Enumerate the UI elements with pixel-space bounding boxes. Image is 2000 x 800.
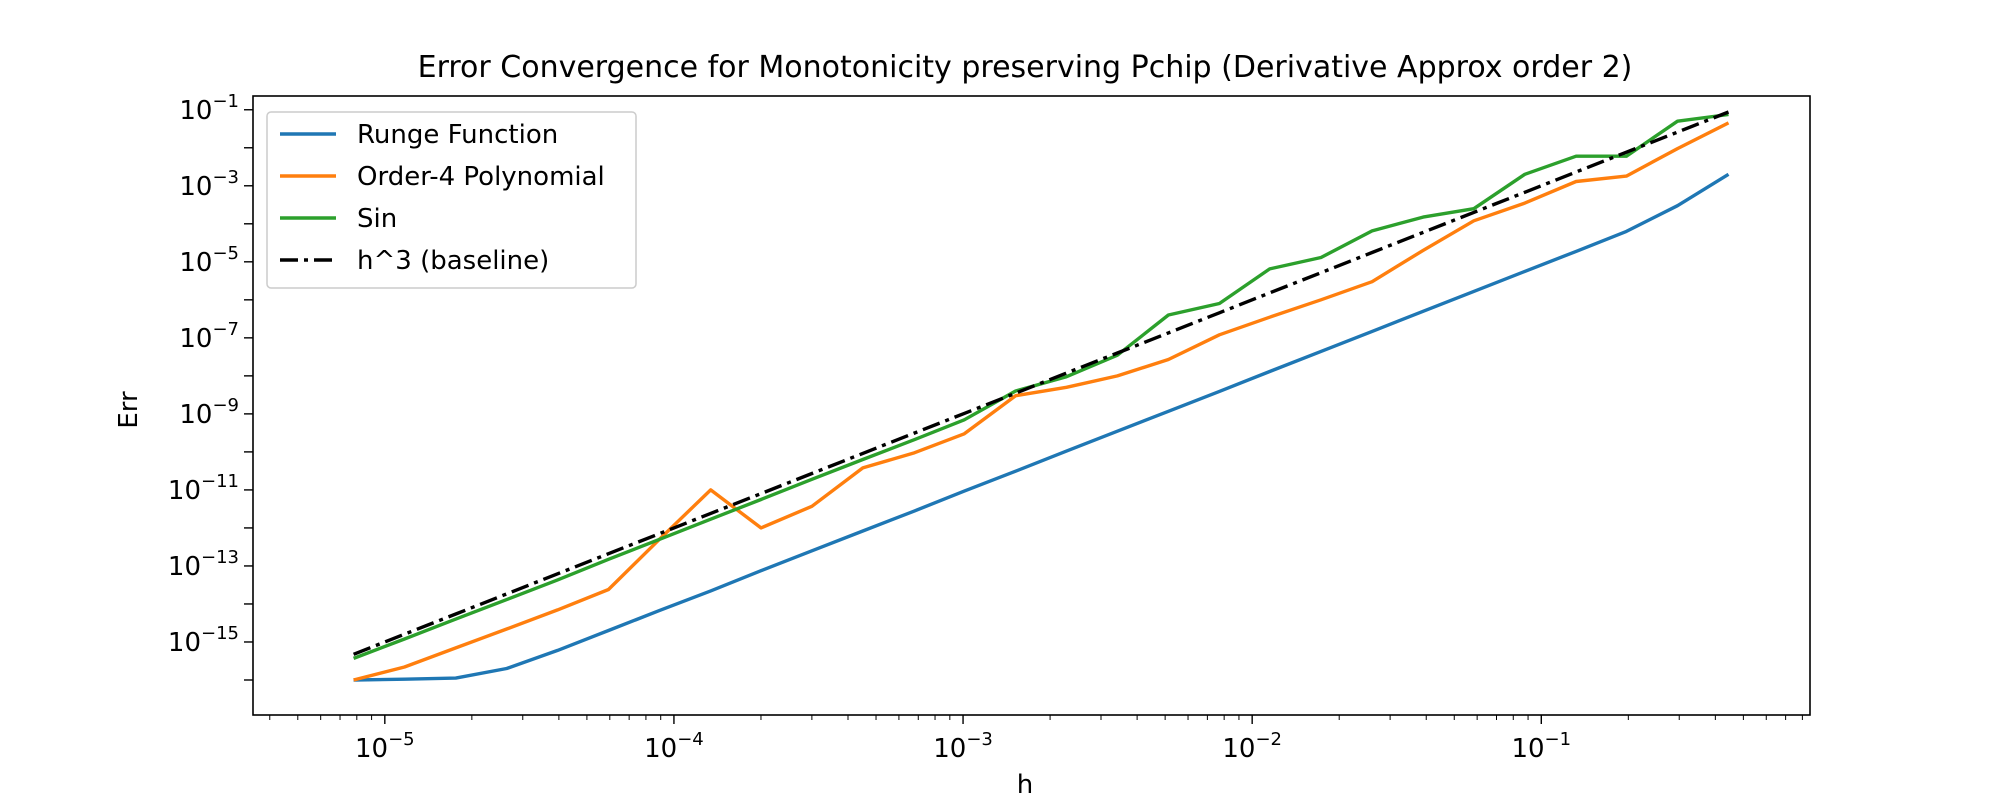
y-tick-label: 10−11 (168, 471, 239, 506)
chart-title: Error Convergence for Monotonicity prese… (418, 50, 1633, 85)
series-layer (352, 110, 1730, 682)
plot-frame (252, 95, 1811, 716)
x-tick-label: 10−3 (933, 729, 993, 764)
y-tick-label: 10−15 (168, 623, 239, 658)
legend-label: Order-4 Polynomial (357, 162, 605, 192)
series-line-4 (352, 110, 1730, 656)
y-tick-label: 10−7 (179, 319, 239, 354)
x-tick-label: 10−2 (1222, 729, 1282, 764)
legend-label: h^3 (baseline) (357, 246, 549, 276)
y-tick-label: 10−1 (179, 91, 239, 126)
legend-box (266, 111, 637, 289)
x-tick-label: 10−5 (355, 729, 415, 764)
y-tick-label: 10−13 (168, 547, 239, 582)
x-tick-label: 10−1 (1511, 729, 1571, 764)
x-axis: 10−5 10−4 10−3 10−2 10−1 (269, 715, 1803, 764)
legend-label: Sin (357, 204, 397, 234)
series-line-1 (353, 172, 1730, 682)
series-line-2 (353, 121, 1730, 682)
y-axis: 10−1 10−3 10−5 10−7 10−9 10−11 10−13 10−15 (168, 91, 253, 681)
y-tick-label: 10−3 (179, 167, 239, 202)
y-tick-label: 10−5 (179, 243, 239, 278)
y-axis-label: Err (114, 391, 144, 429)
legend-label: Runge Function (357, 120, 558, 150)
plot-area (252, 95, 1811, 716)
x-axis-label: h (1017, 770, 1033, 800)
legend: Runge Function Order-4 Polynomial Sin h^3 (… (266, 111, 637, 289)
y-tick-label: 10−9 (179, 395, 239, 430)
x-tick-label: 10−4 (644, 729, 704, 764)
